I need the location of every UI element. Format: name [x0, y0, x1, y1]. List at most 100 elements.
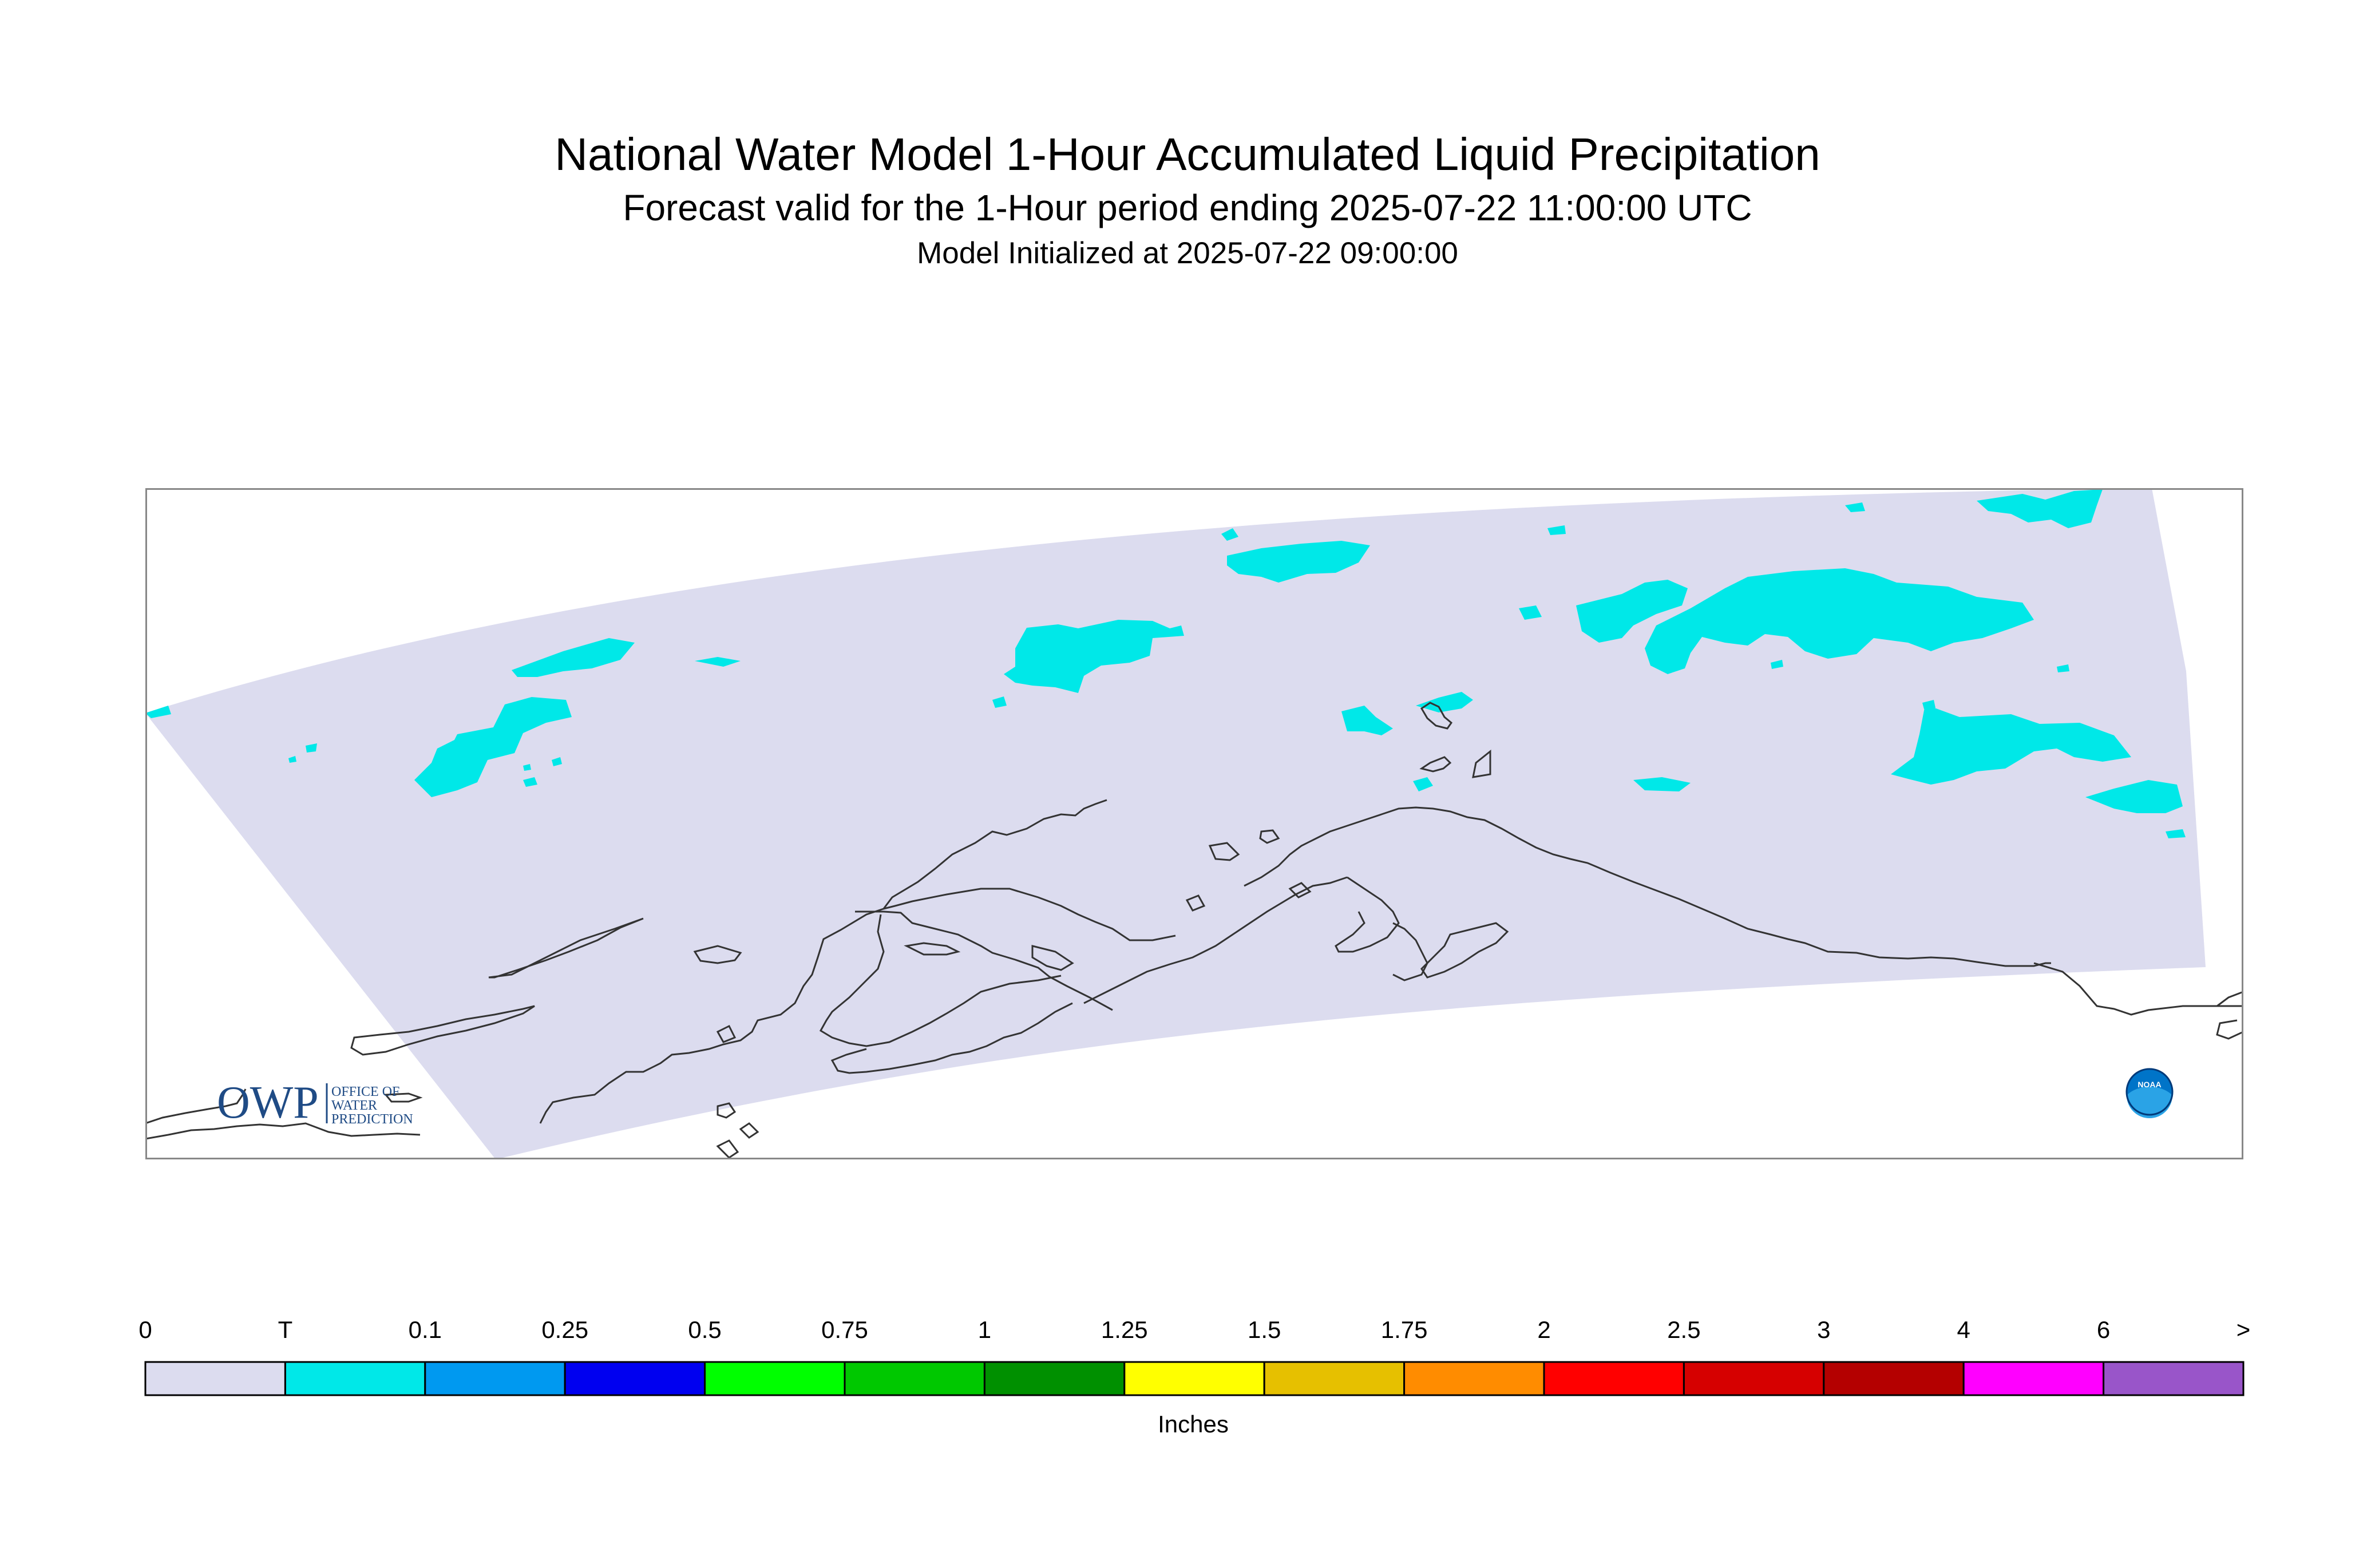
coastline — [1288, 882, 1312, 898]
legend-tick-label: 6 — [2096, 1316, 2111, 1343]
owp-logo-line-1: OFFICE OF — [331, 1084, 399, 1099]
legend-bin — [1263, 1361, 1406, 1396]
legend-colorbar — [144, 1361, 2245, 1396]
legend-units: Inches — [1158, 1411, 1229, 1438]
legend-bin — [844, 1361, 985, 1396]
precip-area — [1413, 777, 1433, 791]
model-domain — [145, 488, 2206, 1159]
legend-tick-label: > — [2236, 1316, 2251, 1343]
coastline — [1419, 756, 1452, 773]
coastline — [145, 1122, 421, 1140]
precip-area — [1922, 700, 1935, 709]
legend-bin — [1123, 1361, 1265, 1396]
precip-area — [523, 764, 531, 771]
coastline — [855, 910, 1113, 1011]
coastline — [883, 888, 1176, 941]
precip-area — [1547, 525, 1566, 535]
coastline — [1420, 702, 1453, 730]
precip-area — [1341, 706, 1393, 735]
legend-bin — [1683, 1361, 1825, 1396]
legend-tick-label: 1.75 — [1380, 1316, 1428, 1343]
owp-logo-line-3: PREDICTION — [331, 1112, 413, 1127]
coastline — [2033, 962, 2243, 1016]
legend-tick-label: 1.5 — [1247, 1316, 1281, 1343]
precip-area — [414, 697, 572, 797]
coastline — [1420, 922, 1509, 979]
coastline — [145, 1088, 247, 1124]
coastline — [2216, 991, 2243, 1007]
precip-area — [1576, 580, 1688, 643]
noaa-logo: NOAA — [2125, 1068, 2174, 1118]
precip-area — [2057, 664, 2069, 672]
precip-area — [1891, 704, 2131, 785]
precip-area — [552, 757, 562, 766]
model-init-line: Model Initialized at 2025-07-22 09:00:00 — [917, 236, 1458, 270]
coastline — [350, 1005, 535, 1056]
coastline — [717, 1102, 737, 1119]
coastline — [1259, 829, 1280, 844]
legend-bin — [424, 1361, 566, 1396]
coastline — [1208, 842, 1240, 861]
coastline — [488, 917, 644, 979]
legend-tick-label: 1.25 — [1101, 1316, 1148, 1343]
precip-area — [1519, 605, 1542, 620]
coastline — [830, 1002, 1073, 1074]
precip-area — [1416, 692, 1473, 712]
legend-tick-label: 1 — [977, 1316, 992, 1343]
legend-tick-label: 2.5 — [1667, 1316, 1701, 1343]
legend-tick-label: T — [278, 1316, 293, 1343]
precip-area — [1645, 568, 2034, 674]
legend-bin — [1962, 1361, 2105, 1396]
coastline — [1472, 749, 1491, 778]
legend-tick-label: 0.5 — [688, 1316, 722, 1343]
precip-area — [1977, 489, 2103, 528]
precip-area — [1845, 502, 1865, 512]
legend-tick-label: 3 — [1817, 1316, 1831, 1343]
legend-tick-label: 0 — [138, 1316, 152, 1343]
precip-area — [1771, 660, 1783, 669]
precip-area — [1004, 620, 1184, 693]
precip-area — [306, 743, 317, 753]
precip-area — [2085, 780, 2183, 813]
legend-bin — [1823, 1361, 1965, 1396]
precip-area — [992, 696, 1007, 708]
precipitation-map: OWP OFFICE OF WATER PREDICTION NOAA — [145, 488, 2243, 1159]
coastline — [1244, 806, 2051, 967]
map-subtitle: Forecast valid for the 1-Hour period end… — [623, 187, 1752, 228]
map-title: National Water Model 1-Hour Accumulated … — [555, 129, 1820, 180]
legend-tick-label: 4 — [1957, 1316, 1970, 1343]
coastlines — [145, 702, 2243, 1159]
trace-precip-areas — [145, 489, 2186, 838]
owp-logo: OWP OFFICE OF WATER PREDICTION — [217, 1078, 413, 1128]
legend-bin — [564, 1361, 706, 1396]
coastline — [1392, 922, 1428, 981]
coastline — [1031, 945, 1074, 971]
precip-area — [288, 756, 296, 763]
precip-area — [2166, 829, 2186, 838]
coastline — [716, 1139, 739, 1159]
precip-area — [1227, 541, 1370, 583]
legend-tick-label: 0.75 — [821, 1316, 868, 1343]
precip-area — [1221, 528, 1238, 541]
legend-tick-label: 0.1 — [408, 1316, 442, 1343]
coastline — [1185, 894, 1206, 912]
legend-bin — [144, 1361, 286, 1396]
precip-area — [512, 638, 635, 677]
legend-bin — [2103, 1361, 2245, 1396]
coastline — [716, 1024, 737, 1043]
legend-bin — [1403, 1361, 1545, 1396]
legend-bin — [983, 1361, 1126, 1396]
noaa-logo-text: NOAA — [2138, 1080, 2161, 1089]
owp-logo-text: OWP — [217, 1078, 319, 1128]
precip-area — [523, 777, 537, 787]
legend-bin — [704, 1361, 846, 1396]
precip-area — [695, 657, 741, 667]
coastline — [1335, 876, 1400, 953]
coastline — [739, 1122, 759, 1139]
coastline — [539, 799, 1107, 1124]
coastline — [904, 942, 961, 956]
owp-logo-line-2: WATER — [331, 1098, 377, 1113]
map-frame — [145, 488, 2243, 1159]
legend-bin — [1543, 1361, 1685, 1396]
coastline — [383, 1092, 423, 1103]
